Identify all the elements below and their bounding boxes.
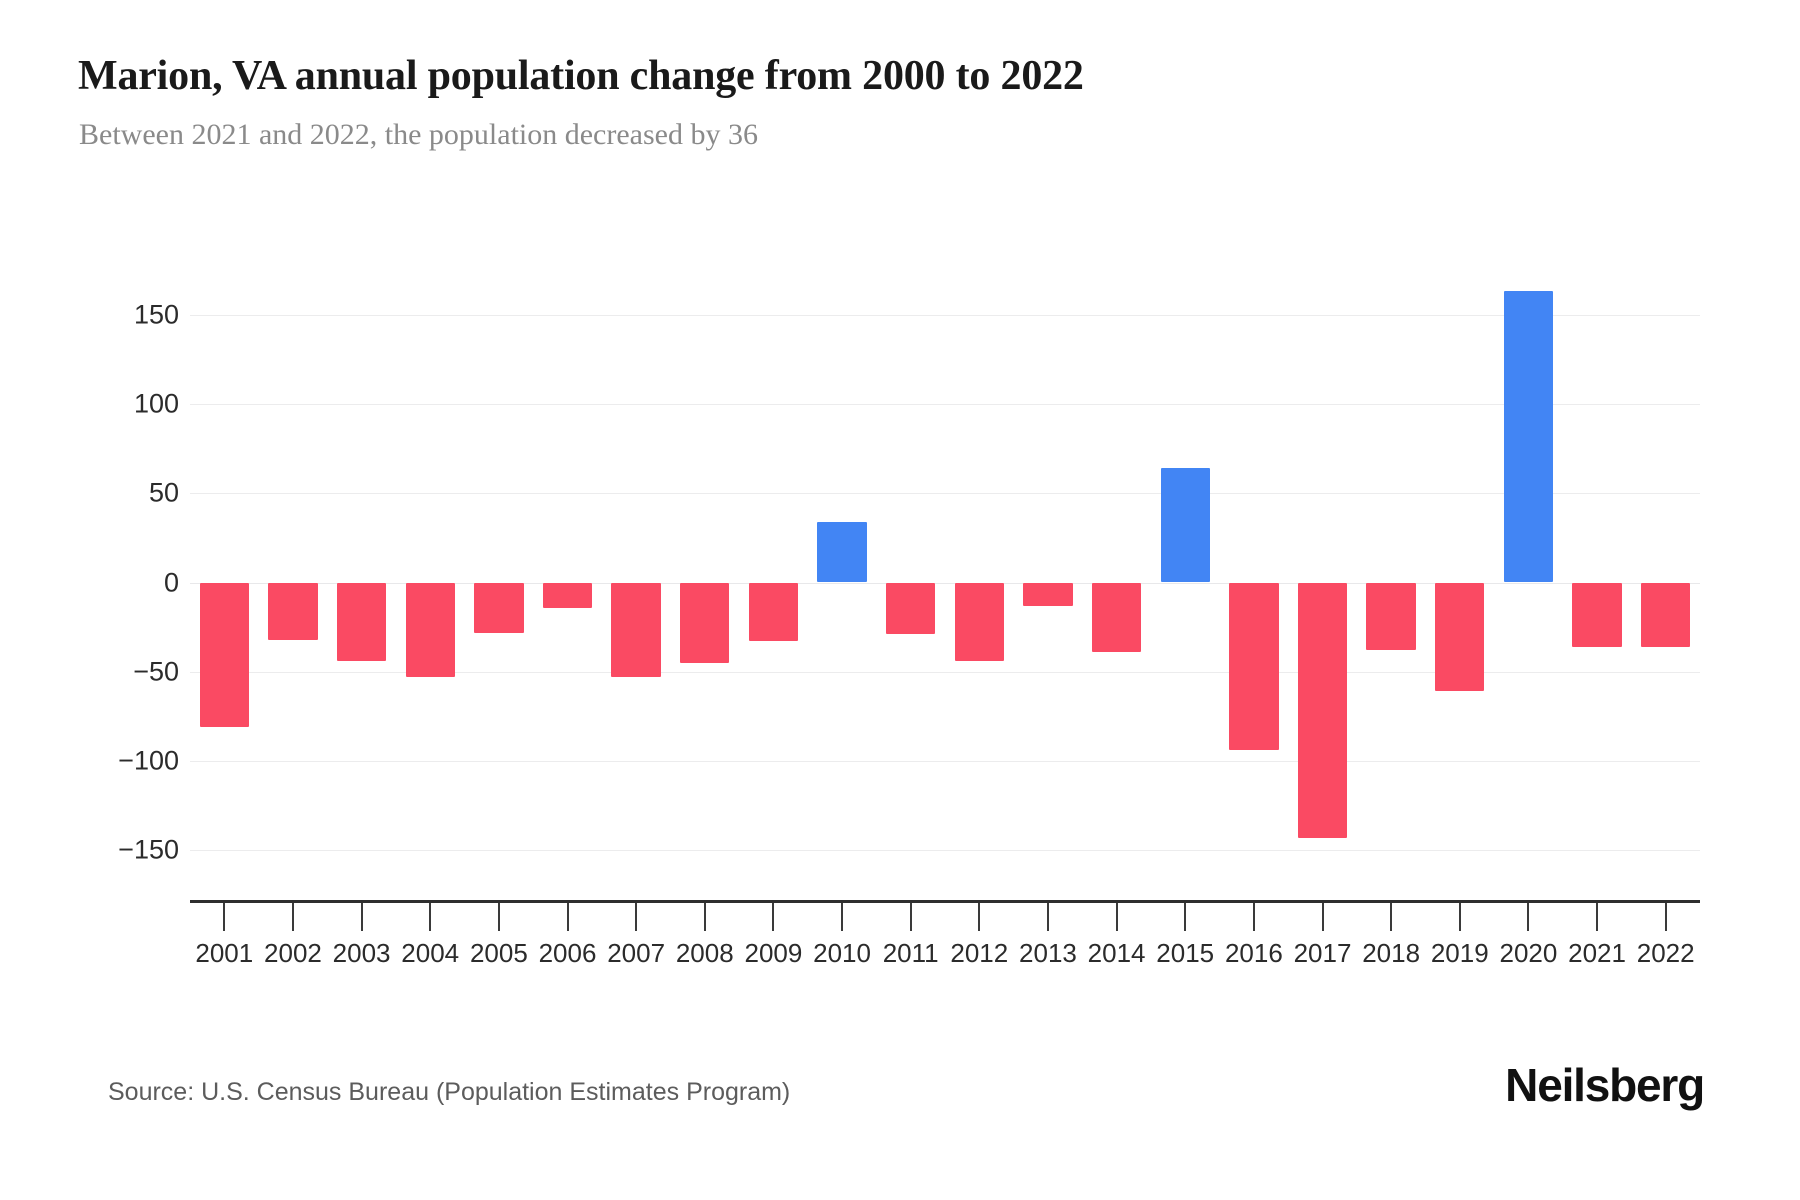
x-tick-label-2014: 2014: [1087, 938, 1146, 968]
x-tick-label-2003: 2003: [332, 938, 391, 968]
x-tick-label-2018: 2018: [1362, 938, 1421, 968]
x-tick: [1458, 903, 1461, 931]
x-tick: [223, 903, 226, 931]
x-tick: [772, 903, 775, 931]
bar-series: [190, 270, 1700, 895]
x-tick-label-2010: 2010: [813, 938, 871, 968]
y-tick-label: 50: [148, 477, 179, 508]
bar-2004[interactable]: [405, 582, 455, 678]
bar-2007[interactable]: [611, 582, 661, 678]
x-tick-label-2005: 2005: [469, 938, 528, 968]
x-tick: [978, 903, 981, 931]
bar-2015[interactable]: [1160, 468, 1210, 583]
x-tick-label-2019: 2019: [1430, 938, 1489, 968]
x-axis-line: [190, 900, 1700, 903]
bar-2003[interactable]: [336, 582, 387, 662]
x-tick-label-2011: 2011: [882, 938, 939, 968]
bar-2022[interactable]: [1640, 582, 1691, 647]
bar-2018[interactable]: [1366, 582, 1416, 651]
x-tick: [1046, 903, 1049, 931]
y-tick-label: 150: [133, 299, 179, 330]
y-tick-label: 100: [133, 388, 179, 419]
bar-2008[interactable]: [680, 582, 730, 663]
x-tick: [360, 903, 363, 931]
page-title: Marion, VA annual population change from…: [78, 53, 1084, 99]
page-subtitle: Between 2021 and 2022, the population de…: [79, 118, 758, 151]
x-axis-labels: 2001 2002 2003 2004 2005 2006 2007 2008 2009 2010…: [190, 938, 1700, 978]
x-tick-label-2006: 2006: [538, 938, 597, 968]
bar-2012[interactable]: [954, 582, 1004, 662]
gridline--50: [190, 671, 1700, 673]
x-tick-label-2015: 2015: [1156, 938, 1215, 968]
bar-2016[interactable]: [1229, 582, 1279, 751]
x-tick: [909, 903, 912, 931]
x-tick-label-2020: 2020: [1499, 938, 1558, 968]
x-tick-label-2021: 2021: [1568, 938, 1626, 968]
brand-logo: Neilsberg: [1505, 1059, 1705, 1111]
x-tick-label-2004: 2004: [401, 938, 460, 968]
y-tick-label: −50: [133, 656, 179, 687]
bar-2021[interactable]: [1572, 582, 1622, 647]
gridline-0: [190, 582, 1700, 584]
bar-2006[interactable]: [542, 582, 593, 608]
x-tick: [291, 903, 294, 931]
source-note: Source: U.S. Census Bureau (Population E…: [108, 1078, 791, 1106]
x-tick: [841, 903, 844, 931]
x-tick: [429, 903, 432, 931]
gridline--150: [190, 850, 1700, 852]
x-tick: [1390, 903, 1393, 931]
x-tick-label-2016: 2016: [1224, 938, 1283, 968]
x-tick-label-2022: 2022: [1636, 938, 1695, 968]
gridline--100: [190, 761, 1700, 763]
bar-2011[interactable]: [885, 582, 936, 635]
y-axis-labels: 150 100 50 0 −50 −100 −150: [60, 270, 180, 895]
x-tick: [1321, 903, 1324, 931]
gridline-100: [190, 403, 1700, 405]
x-axis-ticks: [190, 903, 1700, 931]
x-tick: [1664, 903, 1667, 931]
gridline-150: [190, 314, 1700, 316]
x-tick: [1115, 903, 1118, 931]
bar-2005[interactable]: [474, 582, 524, 633]
bar-2013[interactable]: [1023, 582, 1073, 606]
x-tick: [703, 903, 706, 931]
bar-2001[interactable]: [199, 582, 249, 728]
x-tick-label-2012: 2012: [950, 938, 1009, 968]
x-tick-label-2002: 2002: [264, 938, 322, 968]
y-tick-label: −150: [118, 834, 179, 865]
x-tick-label-2013: 2013: [1019, 938, 1077, 968]
bar-2019[interactable]: [1435, 582, 1485, 692]
bar-2014[interactable]: [1091, 582, 1142, 653]
y-tick-label: −100: [118, 745, 179, 776]
bar-2017[interactable]: [1297, 582, 1348, 838]
gridline-50: [190, 493, 1700, 495]
x-tick-label-2001: 2001: [195, 938, 254, 968]
x-tick-label-2007: 2007: [607, 938, 666, 968]
x-tick: [1252, 903, 1255, 931]
x-tick: [635, 903, 638, 931]
bar-2002[interactable]: [268, 582, 318, 640]
x-tick: [1596, 903, 1599, 931]
plot-area: [190, 270, 1700, 895]
y-tick-label: 0: [163, 567, 179, 597]
x-tick: [1184, 903, 1187, 931]
x-tick-label-2017: 2017: [1293, 938, 1352, 968]
bar-2010[interactable]: [817, 521, 867, 583]
bar-2009[interactable]: [748, 582, 799, 642]
x-tick: [497, 903, 500, 931]
x-tick: [566, 903, 569, 931]
bar-2020[interactable]: [1503, 291, 1554, 583]
x-tick-label-2008: 2008: [675, 938, 734, 968]
x-tick: [1527, 903, 1530, 931]
x-tick-label-2009: 2009: [744, 938, 803, 968]
